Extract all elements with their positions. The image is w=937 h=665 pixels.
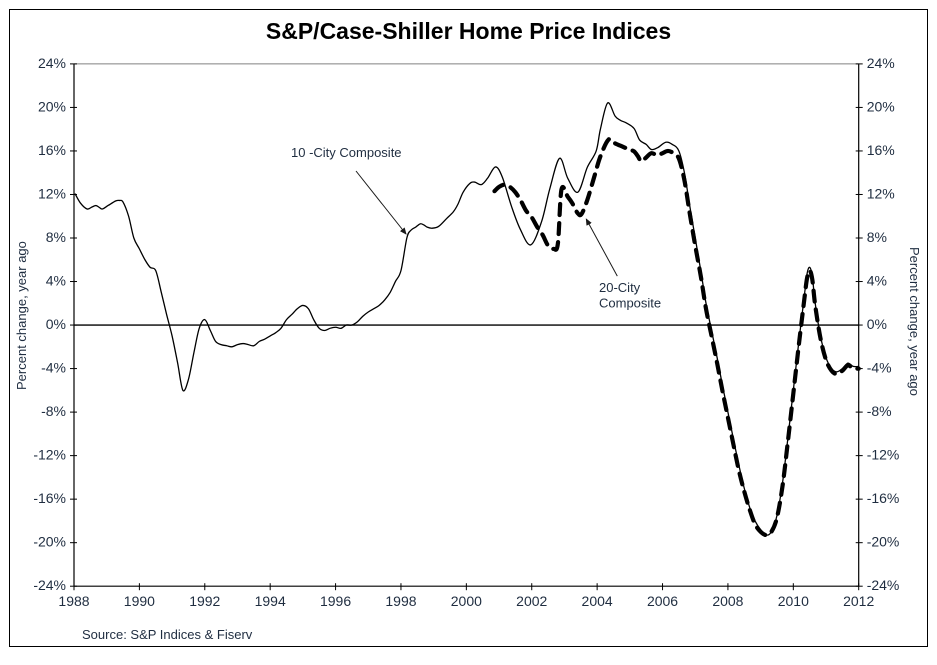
svg-text:16%: 16% <box>38 142 66 158</box>
svg-text:-20%: -20% <box>867 534 900 550</box>
svg-text:1988: 1988 <box>58 593 89 609</box>
svg-text:4%: 4% <box>46 273 66 289</box>
svg-text:12%: 12% <box>38 185 66 201</box>
svg-text:8%: 8% <box>46 229 66 245</box>
svg-text:-24%: -24% <box>867 577 900 593</box>
svg-text:-16%: -16% <box>867 490 900 506</box>
svg-text:24%: 24% <box>38 55 66 71</box>
svg-text:2004: 2004 <box>582 593 613 609</box>
svg-text:2006: 2006 <box>647 593 678 609</box>
svg-text:2008: 2008 <box>712 593 743 609</box>
svg-text:2000: 2000 <box>451 593 482 609</box>
svg-text:2010: 2010 <box>778 593 809 609</box>
svg-text:20-City: 20-City <box>599 280 641 295</box>
svg-text:4%: 4% <box>867 273 887 289</box>
svg-text:1996: 1996 <box>320 593 351 609</box>
svg-text:-8%: -8% <box>867 403 892 419</box>
svg-text:Composite: Composite <box>599 296 661 311</box>
svg-text:-12%: -12% <box>33 447 66 463</box>
svg-text:-8%: -8% <box>41 403 66 419</box>
svg-text:-12%: -12% <box>867 447 900 463</box>
svg-text:20%: 20% <box>38 98 66 114</box>
svg-text:12%: 12% <box>867 185 895 201</box>
svg-text:20%: 20% <box>867 98 895 114</box>
svg-text:-20%: -20% <box>33 534 66 550</box>
svg-text:1992: 1992 <box>189 593 220 609</box>
svg-text:1990: 1990 <box>124 593 155 609</box>
svg-text:10 -City Composite: 10 -City Composite <box>291 145 402 160</box>
svg-text:-4%: -4% <box>867 360 892 376</box>
svg-text:0%: 0% <box>867 316 887 332</box>
svg-text:1994: 1994 <box>255 593 286 609</box>
svg-text:1998: 1998 <box>385 593 416 609</box>
svg-text:24%: 24% <box>867 55 895 71</box>
svg-text:-4%: -4% <box>41 360 66 376</box>
svg-text:16%: 16% <box>867 142 895 158</box>
svg-text:-24%: -24% <box>33 577 66 593</box>
svg-text:2012: 2012 <box>843 593 874 609</box>
svg-text:2002: 2002 <box>516 593 547 609</box>
svg-text:-16%: -16% <box>33 490 66 506</box>
svg-text:8%: 8% <box>867 229 887 245</box>
svg-text:0%: 0% <box>46 316 66 332</box>
